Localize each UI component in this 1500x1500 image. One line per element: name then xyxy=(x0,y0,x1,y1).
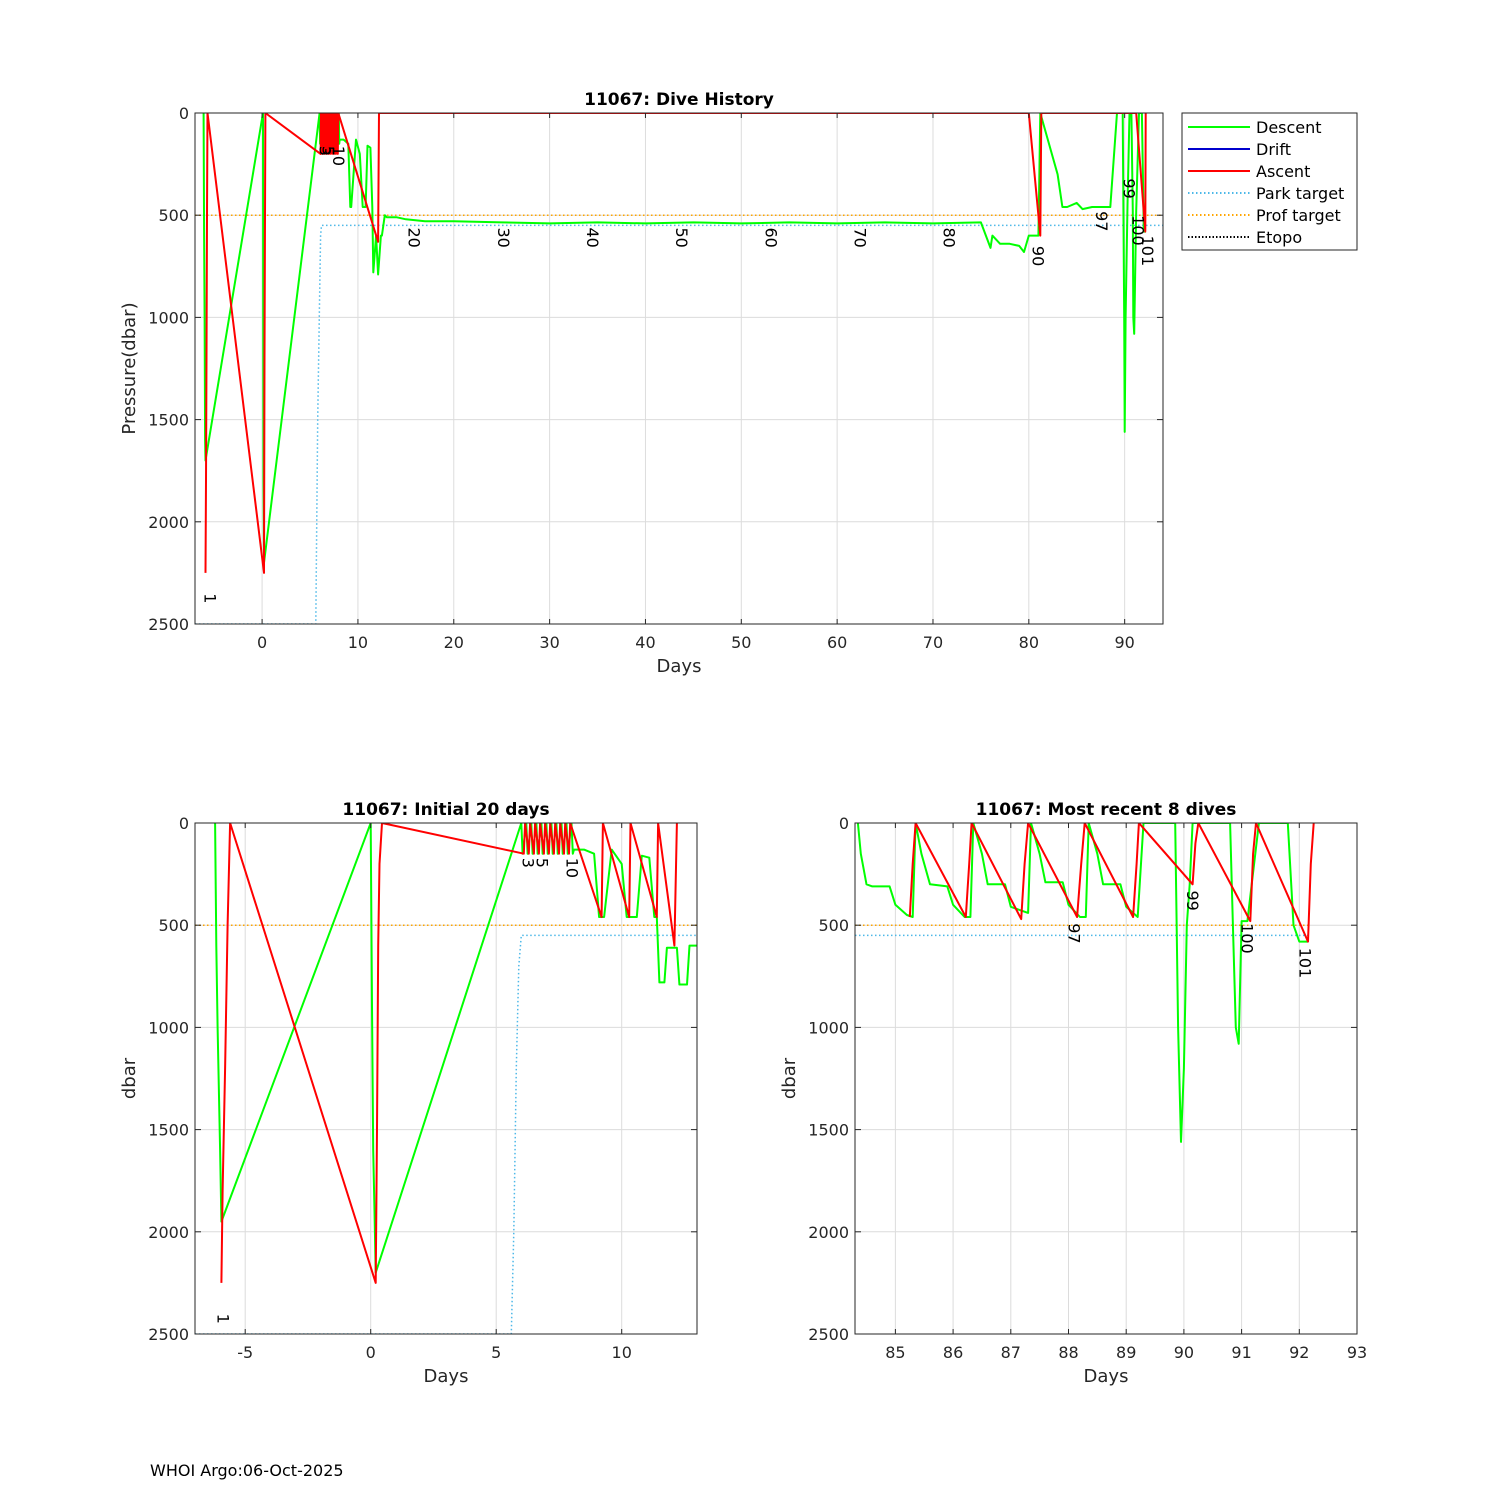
plot-area xyxy=(195,113,1163,624)
y-tick-label: 500 xyxy=(158,206,189,225)
x-tick-label: 86 xyxy=(943,1343,963,1362)
x-axis-label: Days xyxy=(424,1366,469,1387)
series-line-ascent xyxy=(220,823,678,1284)
y-tick-label: 1000 xyxy=(148,308,189,327)
x-tick-label: 5 xyxy=(491,1343,501,1362)
dive-number-label: 97 xyxy=(1092,211,1111,231)
dive-number-label: 3 xyxy=(519,858,538,868)
axes-box xyxy=(854,822,1358,1335)
x-tick-label: 20 xyxy=(444,633,464,652)
x-tick-label: 88 xyxy=(1058,1343,1078,1362)
y-tick-label: 2000 xyxy=(148,1223,189,1242)
x-tick-label: 50 xyxy=(731,633,751,652)
dive-number-label: 101 xyxy=(1295,948,1314,979)
x-tick-label: 10 xyxy=(612,1343,632,1362)
x-tick-label: 90 xyxy=(1114,633,1134,652)
dive-number-label: 100 xyxy=(1238,923,1257,954)
x-tick-label: 89 xyxy=(1116,1343,1136,1362)
dive-number-label: 20 xyxy=(405,228,424,248)
dive-number-label: 30 xyxy=(494,228,513,248)
x-tick-label: 92 xyxy=(1289,1343,1309,1362)
chart-2: -5 0 5 10 0 500 1000 1500 2000 2500 11067: Initial… xyxy=(119,800,698,1387)
y-tick-label: 500 xyxy=(158,916,189,935)
y-tick-label: 0 xyxy=(179,104,189,123)
legend-label: Park target xyxy=(1256,184,1344,203)
y-tick-label: 0 xyxy=(839,814,849,833)
y-tick-label: 500 xyxy=(818,916,849,935)
x-tick-label: 30 xyxy=(539,633,559,652)
x-tick-label: 10 xyxy=(348,633,368,652)
y-axis-label: dbar xyxy=(779,1057,800,1099)
dive-number-label: 10 xyxy=(563,858,582,878)
x-tick-label: 87 xyxy=(1001,1343,1021,1362)
footer-label: WHOI Argo:06-Oct-2025 xyxy=(150,1461,344,1480)
y-tick-label: 1000 xyxy=(148,1018,189,1037)
dive-number-label: 99 xyxy=(1183,891,1202,911)
x-tick-label: -5 xyxy=(237,1343,253,1362)
dive-number-label: 70 xyxy=(850,228,869,248)
legend-box xyxy=(1181,112,1358,251)
chart-3: 85 86 87 88 89 90 91 92 93 0 500 1000 1500 2000 2500 11… xyxy=(779,800,1367,1387)
x-tick-label: 0 xyxy=(366,1343,376,1362)
dive-number-label: 40 xyxy=(583,228,602,248)
dive-number-label: 5 xyxy=(319,146,338,156)
x-tick-label: 40 xyxy=(635,633,655,652)
plot-area xyxy=(855,823,1357,1334)
x-tick-label: 91 xyxy=(1231,1343,1251,1362)
series-line-ascent xyxy=(908,823,1315,943)
dive-number-label: 99 xyxy=(1120,178,1139,198)
x-axis-label: Days xyxy=(657,656,702,677)
dive-number-label: 90 xyxy=(1029,246,1048,266)
legend-label: Prof target xyxy=(1256,206,1341,225)
y-tick-label: 1500 xyxy=(808,1121,849,1140)
dive-number-label: 1 xyxy=(214,1314,233,1324)
y-tick-label: 1000 xyxy=(808,1018,849,1037)
x-tick-label: 90 xyxy=(1174,1343,1194,1362)
dive-number-label: 5 xyxy=(532,858,551,868)
plot-area xyxy=(195,823,697,1334)
dive-number-label: 3 xyxy=(316,146,335,156)
x-tick-label: 70 xyxy=(923,633,943,652)
chart-1: 0 10 20 30 40 50 60 70 80 90 0 500 1000 1500 2000 2500 1… xyxy=(119,90,1164,677)
y-tick-label: 2500 xyxy=(148,615,189,634)
plot-lines xyxy=(195,823,697,1334)
axes-box xyxy=(194,822,698,1335)
chart-title: 11067: Most recent 8 dives xyxy=(976,800,1237,820)
y-tick-label: 2000 xyxy=(148,513,189,532)
legend-label: Descent xyxy=(1256,118,1322,137)
y-tick-label: 1500 xyxy=(148,1121,189,1140)
y-tick-label: 2500 xyxy=(808,1325,849,1344)
dive-number-label: 100 xyxy=(1128,215,1147,246)
x-tick-label: 85 xyxy=(885,1343,905,1362)
chart-title: 11067: Dive History xyxy=(584,90,774,110)
series-line-descent xyxy=(856,823,1308,1143)
x-axis-label: Days xyxy=(1084,1366,1129,1387)
dive-number-label: 1 xyxy=(201,593,220,603)
y-axis-label: Pressure(dbar) xyxy=(119,302,140,434)
plot-lines xyxy=(195,113,1163,624)
legend-label: Ascent xyxy=(1256,162,1310,181)
legend: Descent Drift Ascent Park target Prof target… xyxy=(1181,112,1358,251)
dive-number-label: 101 xyxy=(1138,236,1157,267)
x-tick-label: 93 xyxy=(1347,1343,1367,1362)
y-axis-label: dbar xyxy=(119,1057,140,1099)
axes-box xyxy=(194,112,1164,625)
dive-number-label: 80 xyxy=(940,228,959,248)
x-tick-label: 60 xyxy=(827,633,847,652)
legend-label: Drift xyxy=(1256,140,1291,159)
y-tick-label: 0 xyxy=(179,814,189,833)
chart-title: 11067: Initial 20 days xyxy=(342,800,549,820)
legend-label: Etopo xyxy=(1256,228,1302,247)
dive-number-label: 60 xyxy=(761,228,780,248)
x-tick-label: 0 xyxy=(257,633,267,652)
y-tick-label: 2500 xyxy=(148,1325,189,1344)
dive-number-label: 50 xyxy=(672,228,691,248)
y-tick-label: 2000 xyxy=(808,1223,849,1242)
plot-lines xyxy=(855,823,1315,1143)
dive-number-label: 97 xyxy=(1065,923,1084,943)
y-tick-label: 1500 xyxy=(148,411,189,430)
dive-number-label: 10 xyxy=(329,146,348,166)
x-tick-label: 80 xyxy=(1019,633,1039,652)
